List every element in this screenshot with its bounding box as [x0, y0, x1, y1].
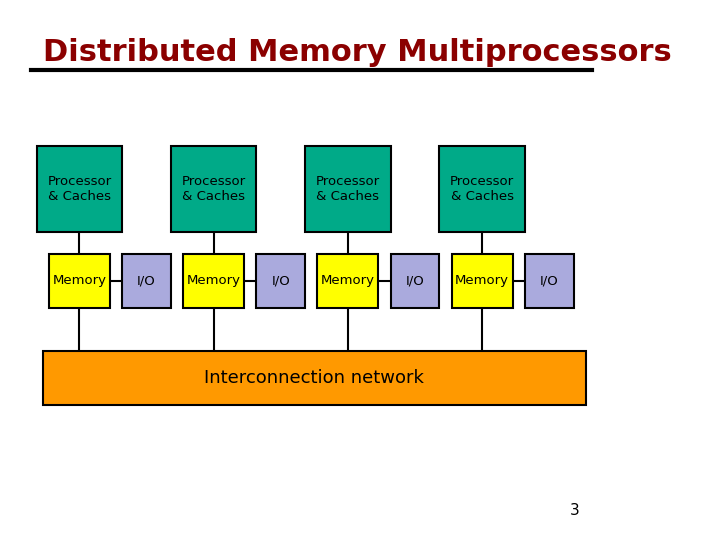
Text: I/O: I/O	[137, 274, 156, 287]
Text: I/O: I/O	[540, 274, 559, 287]
Text: Memory: Memory	[321, 274, 375, 287]
FancyBboxPatch shape	[439, 146, 525, 232]
FancyBboxPatch shape	[122, 254, 171, 308]
Text: Processor
& Caches: Processor & Caches	[316, 175, 380, 203]
Text: Processor
& Caches: Processor & Caches	[450, 175, 514, 203]
Text: Memory: Memory	[53, 274, 107, 287]
Text: Processor
& Caches: Processor & Caches	[48, 175, 112, 203]
FancyBboxPatch shape	[318, 254, 378, 308]
Text: Processor
& Caches: Processor & Caches	[181, 175, 246, 203]
FancyBboxPatch shape	[49, 254, 110, 308]
FancyBboxPatch shape	[390, 254, 439, 308]
FancyBboxPatch shape	[256, 254, 305, 308]
Text: 3: 3	[570, 503, 580, 518]
Text: Memory: Memory	[186, 274, 240, 287]
FancyBboxPatch shape	[171, 146, 256, 232]
FancyBboxPatch shape	[183, 254, 244, 308]
FancyBboxPatch shape	[42, 351, 586, 405]
FancyBboxPatch shape	[37, 146, 122, 232]
FancyBboxPatch shape	[305, 146, 390, 232]
FancyBboxPatch shape	[525, 254, 574, 308]
Text: I/O: I/O	[271, 274, 290, 287]
Text: I/O: I/O	[405, 274, 424, 287]
Text: Distributed Memory Multiprocessors: Distributed Memory Multiprocessors	[42, 38, 672, 67]
FancyBboxPatch shape	[451, 254, 513, 308]
Text: Memory: Memory	[455, 274, 509, 287]
Text: Interconnection network: Interconnection network	[204, 369, 424, 387]
